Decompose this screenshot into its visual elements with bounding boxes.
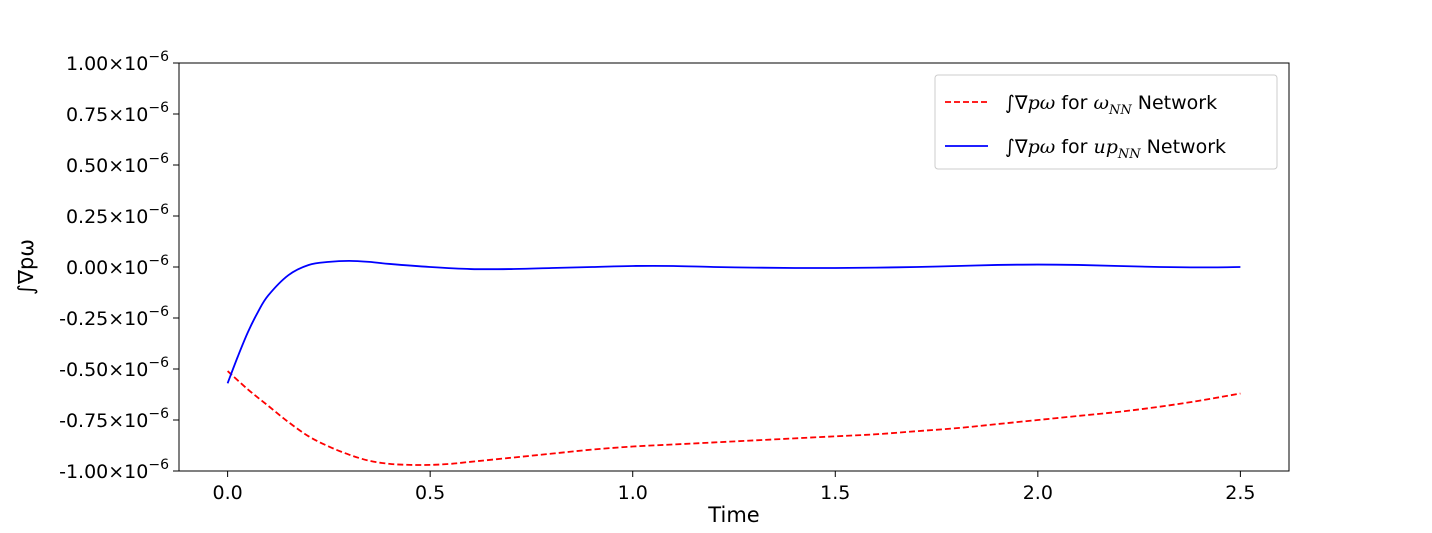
y-tick-label: 0.50×10−6 bbox=[66, 151, 169, 177]
y-tick-label: 0.00×10−6 bbox=[66, 253, 169, 279]
x-axis: 0.0 0.5 1.0 1.5 2.0 2.5 bbox=[213, 471, 1255, 504]
x-axis-label: Time bbox=[707, 503, 759, 527]
legend: ∫∇pω for ωNN Network ∫∇pω for upNN Networ… bbox=[934, 74, 1278, 170]
legend-label-2: ∫∇pω for upNN Network bbox=[1005, 136, 1226, 162]
x-tick-label: 2.5 bbox=[1225, 482, 1255, 504]
x-tick-label: 0.0 bbox=[213, 482, 243, 504]
y-axis-label: ∫∇pω bbox=[14, 239, 38, 295]
legend-box bbox=[934, 74, 1278, 170]
y-tick-label: 0.75×10−6 bbox=[66, 100, 169, 126]
series-line-1 bbox=[227, 370, 1241, 466]
y-tick-label: -0.25×10−6 bbox=[59, 304, 169, 330]
y-tick-label: 0.25×10−6 bbox=[66, 202, 169, 228]
x-tick-label: 2.0 bbox=[1023, 482, 1053, 504]
legend-label-1: ∫∇pω for ωNN Network bbox=[1005, 92, 1217, 118]
y-axis: 1.00×10−6 0.75×10−6 0.50×10−6 0.25×10−6 0.00… bbox=[59, 49, 179, 483]
y-tick-label: -0.75×10−6 bbox=[59, 406, 169, 432]
y-tick-label: 1.00×10−6 bbox=[66, 49, 169, 75]
x-tick-label: 1.5 bbox=[820, 482, 850, 504]
y-tick-label: -0.50×10−6 bbox=[59, 355, 169, 381]
series-layer bbox=[226, 259, 1241, 466]
x-tick-label: 1.0 bbox=[618, 482, 648, 504]
x-tick-label: 0.5 bbox=[415, 482, 445, 504]
y-tick-label: -1.00×10−6 bbox=[59, 457, 169, 483]
series-line-2 bbox=[226, 259, 1241, 384]
